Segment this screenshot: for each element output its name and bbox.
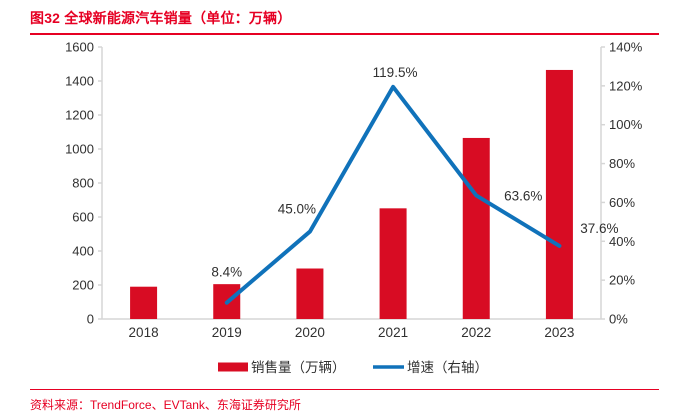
bar-2021 — [379, 208, 407, 319]
right-axis-tick: 60% — [609, 195, 635, 210]
left-axis-tick: 800 — [72, 176, 94, 191]
growth-label-2021: 119.5% — [373, 65, 418, 80]
right-axis-tick: 100% — [609, 117, 643, 132]
legend-line-label: 增速（右轴） — [407, 360, 488, 375]
x-label-2020: 2020 — [295, 325, 325, 340]
left-axis-tick: 1400 — [65, 74, 94, 89]
bar-2020 — [296, 268, 324, 319]
x-label-2021: 2021 — [378, 325, 408, 340]
bar-2022 — [462, 137, 490, 319]
sales-growth-chart: 0 200 400 600 800 1000 1200 1400 1600 0% 20% 40% 60%… — [65, 40, 643, 376]
growth-label-2019: 8.4% — [211, 265, 242, 280]
right-axis-tick: 140% — [609, 40, 643, 55]
growth-line — [224, 84, 562, 305]
growth-label-2022: 63.6% — [504, 188, 542, 203]
left-axis-tick: 1000 — [65, 142, 94, 157]
right-axis-tick: 120% — [609, 78, 643, 93]
legend-bar-swatch — [218, 362, 248, 372]
x-label-2022: 2022 — [461, 325, 491, 340]
figure-header: 图32 全球新能源汽车销量（单位：万辆） — [30, 0, 659, 35]
growth-label-2020: 45.0% — [278, 202, 316, 217]
growth-label-2023: 37.6% — [580, 221, 618, 236]
bar-2018 — [130, 286, 158, 319]
left-axis-tick: 0 — [87, 312, 94, 327]
chart-area: 0 200 400 600 800 1000 1200 1400 1600 0% 20% 40% 60%… — [0, 35, 674, 385]
right-axis-tick: 40% — [609, 234, 635, 249]
page-title: 图32 全球新能源汽车销量（单位：万辆） — [30, 10, 292, 26]
left-axis-tick: 400 — [72, 244, 94, 259]
left-axis-tick: 1600 — [65, 40, 94, 55]
left-axis-tick: 200 — [72, 278, 94, 293]
right-axis-tick: 80% — [609, 156, 635, 171]
left-axis-tick: 1200 — [65, 108, 94, 123]
right-axis-tick: 20% — [609, 273, 635, 288]
figure-footer: 资料来源：TrendForce、EVTank、东海证券研究所 — [30, 389, 659, 414]
left-axis-tick: 600 — [72, 210, 94, 225]
source-note: 资料来源：TrendForce、EVTank、东海证券研究所 — [30, 398, 301, 412]
x-label-2019: 2019 — [212, 325, 242, 340]
bar-2023 — [545, 69, 573, 319]
x-label-2018: 2018 — [129, 325, 159, 340]
right-axis-tick: 0% — [609, 312, 628, 327]
legend-bar-label: 销售量（万辆） — [251, 360, 346, 375]
x-label-2023: 2023 — [544, 325, 574, 340]
